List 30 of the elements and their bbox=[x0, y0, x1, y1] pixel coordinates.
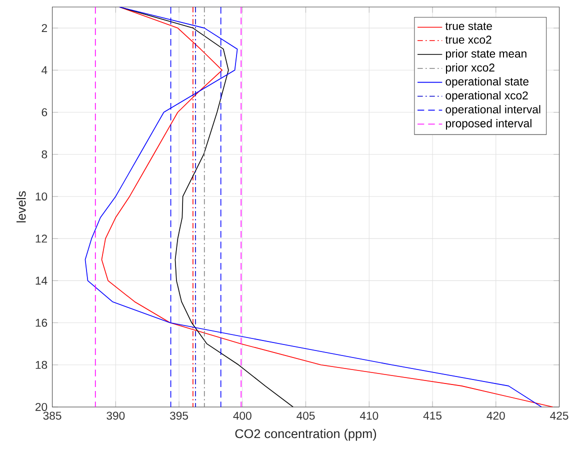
x-tick-label: 385 bbox=[43, 412, 62, 420]
y-tick-label: 12 bbox=[36, 234, 47, 243]
line-series bbox=[119, 7, 294, 407]
y-tick-label: 8 bbox=[42, 150, 48, 158]
y-tick-label: 6 bbox=[42, 108, 48, 116]
legend-label: proposed interval bbox=[446, 119, 532, 130]
x-tick-label: 415 bbox=[423, 412, 442, 420]
x-tick-label: 405 bbox=[296, 412, 315, 420]
legend-label: true xco2 bbox=[445, 36, 492, 44]
legend-label: prior xco2 bbox=[446, 63, 494, 74]
y-tick-label: 4 bbox=[42, 66, 48, 74]
x-tick-label: 395 bbox=[170, 412, 188, 420]
y-tick-label: 2 bbox=[42, 24, 47, 32]
y-axis-title: levels bbox=[16, 191, 26, 222]
legend-label: operational state bbox=[446, 77, 528, 88]
legend-label: prior state mean bbox=[446, 49, 526, 60]
legend-label: operational xco2 bbox=[446, 91, 528, 102]
x-tick-label: 425 bbox=[550, 412, 568, 420]
x-tick-label: 390 bbox=[106, 412, 125, 420]
x-tick-label: 420 bbox=[486, 412, 505, 420]
x-tick-label: 400 bbox=[233, 412, 252, 420]
legend-label: true state bbox=[445, 22, 492, 30]
y-tick-label: 18 bbox=[36, 360, 48, 369]
y-tick-label: 14 bbox=[36, 276, 48, 285]
y-tick-label: 16 bbox=[36, 318, 48, 327]
x-tick-label: 410 bbox=[360, 412, 378, 420]
legend-label: operational interval bbox=[446, 105, 540, 116]
y-tick-label: 10 bbox=[36, 192, 48, 200]
y-tick-label: 20 bbox=[36, 402, 48, 411]
x-axis-title: CO2 concentration (ppm) bbox=[235, 428, 376, 441]
